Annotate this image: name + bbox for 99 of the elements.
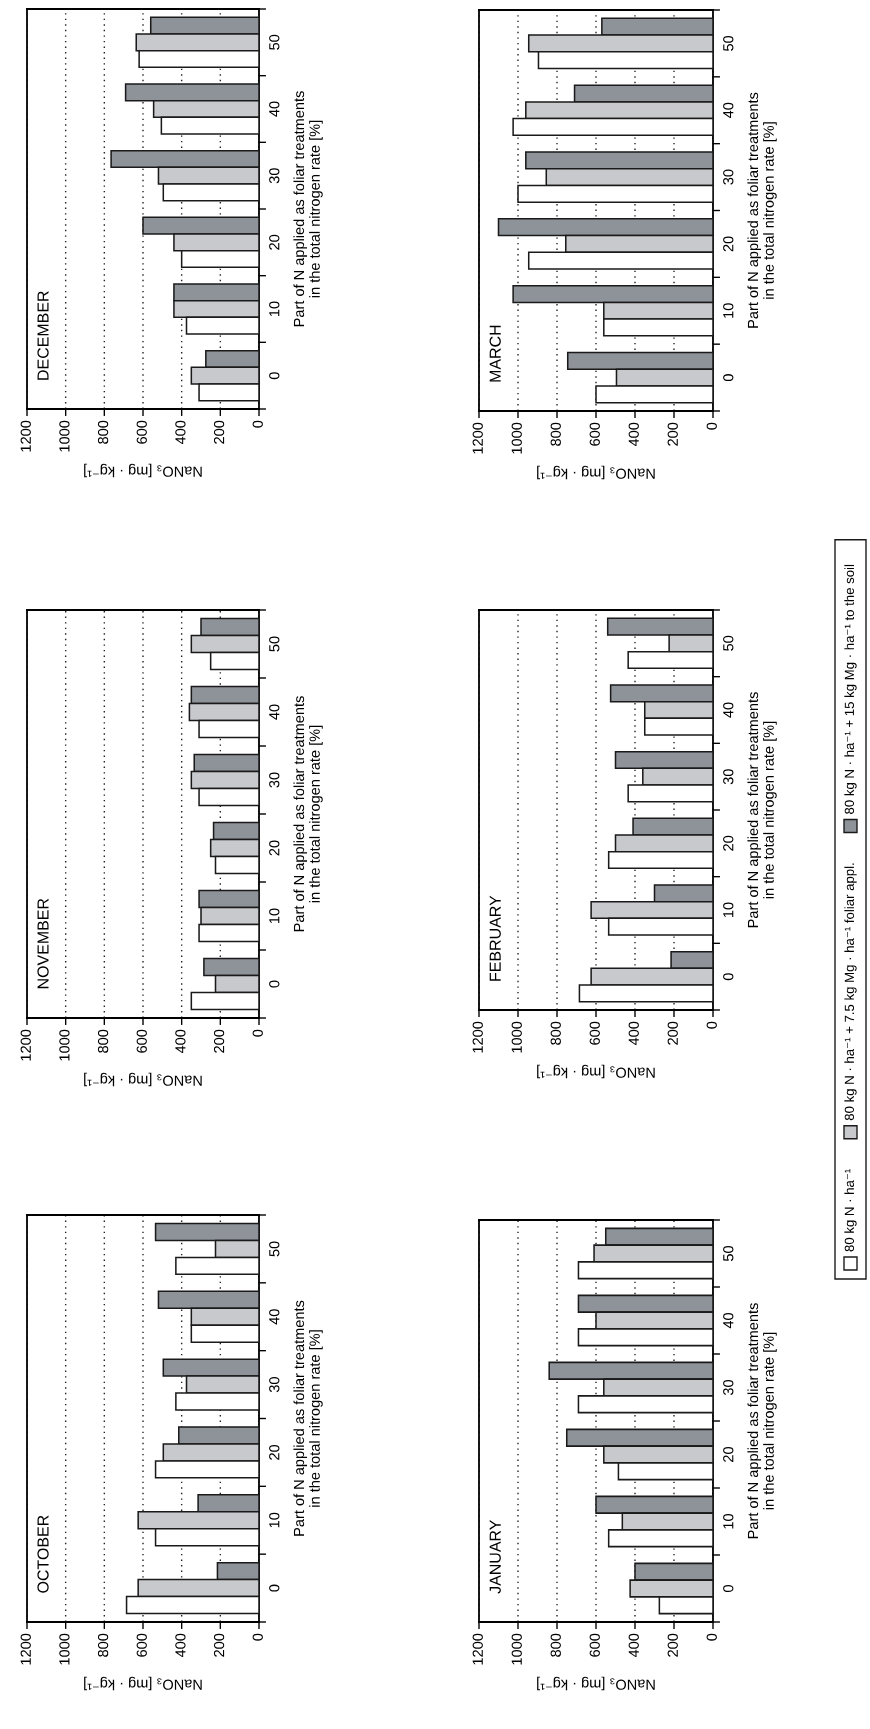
y-axis-title: Part of N applied as foliar treatments in the total nitrogen rate [%] <box>293 91 323 327</box>
x-tick-label: 200 <box>667 1021 678 1045</box>
x-tick-label: 1000 <box>59 1029 70 1061</box>
y-tick-label: 20 <box>269 1444 280 1460</box>
x-tick-label: 400 <box>628 1633 639 1658</box>
y-tick-label: 0 <box>269 372 280 380</box>
y-tick-label: 20 <box>269 234 280 250</box>
x-axis-title: NaNO₃ [mg · kg⁻¹] <box>537 465 655 480</box>
x-tick-label: 400 <box>175 1029 186 1054</box>
x-tick-label: 0 <box>706 1021 717 1029</box>
x-tick-label: 1000 <box>511 1021 522 1053</box>
x-tick-label: 600 <box>136 420 147 444</box>
y-tick-label: 40 <box>723 702 734 718</box>
y-tick-label: 10 <box>269 908 280 923</box>
text: FEBRUARY <box>489 895 501 981</box>
x-tick-label: 800 <box>550 1633 561 1657</box>
y-tick-label: 0 <box>269 1584 280 1592</box>
x-tick-label: 0 <box>706 1633 717 1641</box>
x-axis-title: NaNO₃ [mg · kg⁻¹] <box>84 463 202 478</box>
x-tick-label: 600 <box>136 1633 147 1657</box>
y-tick-label: 0 <box>723 1585 734 1592</box>
y-tick-label: 0 <box>723 374 734 382</box>
text: NOVEMBER <box>37 898 49 989</box>
x-tick-label: 0 <box>706 422 717 430</box>
x-tick-label: 1200 <box>472 1633 483 1665</box>
y-axis-title: Part of N applied as foliar treatments in the total nitrogen rate [%] <box>293 1300 323 1536</box>
y-tick-label: 40 <box>723 102 734 119</box>
y-axis-title: Part of N applied as foliar treatments in the total nitrogen rate [%] <box>293 696 323 932</box>
x-tick-label: 1000 <box>511 422 522 454</box>
x-tick-label: 200 <box>213 1029 225 1053</box>
x-tick-label: 200 <box>667 1633 678 1657</box>
x-tick-label: 800 <box>97 420 109 444</box>
y-tick-label: 10 <box>723 1513 734 1529</box>
x-tick-label: 400 <box>175 1633 186 1658</box>
x-tick-label: 1200 <box>20 1633 31 1665</box>
y-axis-title: Part of N applied as foliar treatments in the total nitrogen rate [%] <box>747 692 777 928</box>
x-tick-label: 0 <box>252 1029 263 1037</box>
y-tick-label: 40 <box>723 1312 734 1329</box>
x-tick-label: 1000 <box>59 1633 70 1665</box>
y-tick-label: 30 <box>723 1379 734 1396</box>
y-tick-label: 20 <box>723 236 734 252</box>
x-tick-label: 200 <box>213 420 225 444</box>
x-tick-label: 200 <box>213 1633 225 1657</box>
x-tick-label: 600 <box>589 1021 600 1045</box>
y-tick-label: 30 <box>723 169 734 185</box>
y-tick-label: 0 <box>723 973 734 981</box>
x-tick-label: 1200 <box>20 420 31 452</box>
text: 80 kg N · ha⁻¹ <box>844 1169 857 1252</box>
x-tick-label: 0 <box>252 1633 263 1641</box>
x-axis-title: NaNO₃ [mg · kg⁻¹] <box>84 1072 202 1087</box>
x-axis-title: NaNO₃ [mg · kg⁻¹] <box>537 1676 655 1691</box>
x-axis-title: NaNO₃ [mg · kg⁻¹] <box>84 1676 202 1691</box>
x-tick-label: 600 <box>589 422 600 446</box>
y-tick-label: 30 <box>269 1377 280 1393</box>
y-tick-label: 50 <box>269 1241 280 1257</box>
x-tick-label: 0 <box>252 420 263 428</box>
y-tick-label: 50 <box>723 635 734 651</box>
text: 80 kg N · ha⁻¹ + 15 kg Mg · ha⁻¹ to the soil <box>844 564 857 814</box>
x-tick-label: 1200 <box>472 422 483 454</box>
x-tick-label: 400 <box>628 422 639 447</box>
text: DECEMBER <box>37 291 49 380</box>
x-tick-label: 1000 <box>59 420 70 452</box>
x-axis-title: NaNO₃ [mg · kg⁻¹] <box>537 1064 655 1079</box>
y-tick-label: 40 <box>269 704 280 720</box>
x-tick-label: 400 <box>175 420 186 445</box>
x-tick-label: 800 <box>97 1029 109 1053</box>
x-tick-label: 800 <box>550 422 561 446</box>
y-tick-label: 20 <box>723 1446 734 1462</box>
text: JANUARY <box>489 1519 501 1594</box>
y-tick-label: 30 <box>269 168 280 184</box>
y-tick-label: 10 <box>269 1512 280 1528</box>
y-tick-label: 50 <box>723 1245 734 1262</box>
y-tick-label: 10 <box>269 301 280 316</box>
y-tick-label: 20 <box>723 835 734 851</box>
x-tick-label: 600 <box>136 1029 147 1053</box>
text: OCTOBER <box>37 1515 49 1593</box>
y-tick-label: 30 <box>269 772 280 788</box>
y-axis-title: Part of N applied as foliar treatments in the total nitrogen rate [%] <box>747 92 777 328</box>
x-tick-label: 400 <box>628 1021 639 1046</box>
y-tick-label: 50 <box>269 636 280 652</box>
x-tick-label: 1000 <box>511 1633 522 1665</box>
text: MARCH <box>489 325 501 382</box>
x-tick-label: 600 <box>589 1633 600 1657</box>
x-tick-label: 1200 <box>20 1029 31 1061</box>
y-tick-label: 50 <box>269 34 280 50</box>
y-axis-title: Part of N applied as foliar treatments in the total nitrogen rate [%] <box>747 1303 777 1539</box>
x-tick-label: 800 <box>550 1021 561 1045</box>
x-tick-label: 800 <box>97 1633 109 1657</box>
y-tick-label: 20 <box>269 840 280 856</box>
y-tick-label: 50 <box>723 35 734 51</box>
x-tick-label: 1200 <box>472 1021 483 1053</box>
y-tick-label: 10 <box>723 902 734 917</box>
text: 80 kg N · ha⁻¹ + 7.5 kg Mg · ha⁻¹ foliar appl. <box>844 863 857 1121</box>
y-tick-label: 10 <box>723 303 734 318</box>
y-tick-label: 0 <box>269 980 280 988</box>
y-tick-label: 40 <box>269 101 280 117</box>
y-tick-label: 30 <box>723 769 734 785</box>
y-tick-label: 40 <box>269 1309 280 1325</box>
x-tick-label: 200 <box>667 422 678 446</box>
